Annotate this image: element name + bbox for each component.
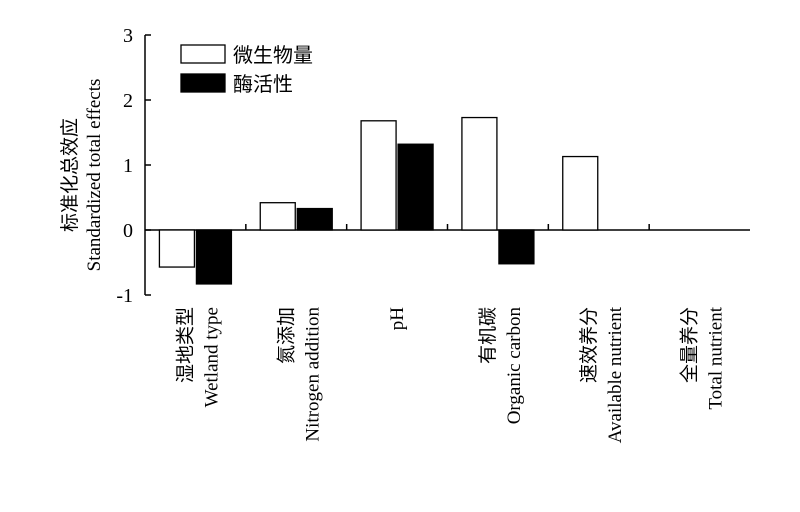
y-tick-label: 3 bbox=[123, 25, 133, 47]
x-category-label-cn: 湿地类型 bbox=[174, 307, 196, 383]
bar-microbial-biomass bbox=[461, 116, 498, 231]
y-axis-label: 标准化总效应 Standardized total effects bbox=[59, 79, 105, 272]
legend-swatch-microbial-biomass bbox=[180, 44, 226, 64]
y-tick-label: 1 bbox=[123, 155, 133, 177]
x-category-label-en: Wetland type bbox=[201, 307, 222, 407]
x-category-label-cn: 氮添加 bbox=[275, 307, 297, 364]
x-category-label-en: Total nutrient bbox=[706, 306, 727, 409]
x-category-label: 湿地类型 Wetland type bbox=[174, 307, 222, 407]
y-tick-label: -1 bbox=[116, 285, 133, 307]
y-tick-label: 2 bbox=[123, 90, 133, 112]
bar-microbial-biomass bbox=[360, 120, 397, 231]
axes: -1 0 1 2 3 bbox=[116, 25, 750, 307]
bars bbox=[158, 116, 599, 285]
x-category-label-cn: 有机碳 bbox=[477, 307, 499, 364]
labels: 湿地类型 Wetland type 氮添加 Nitrogen addition pH 有机… bbox=[59, 79, 727, 444]
y-axis-label-cn: 标准化总效应 bbox=[59, 118, 81, 232]
x-category-label-cn: 速效养分 bbox=[578, 307, 600, 383]
bar-microbial-biomass bbox=[158, 229, 196, 268]
x-category-label-cn: pH bbox=[387, 307, 408, 331]
x-category-label: 全量养分 Total nutrient bbox=[679, 306, 727, 409]
bar-enzyme-activity bbox=[397, 143, 434, 231]
y-axis-label-en: Standardized total effects bbox=[84, 79, 105, 272]
bar-microbial-biomass bbox=[562, 155, 599, 231]
x-category-label: 有机碳 Organic carbon bbox=[477, 307, 525, 425]
x-category-label: 速效养分 Available nutrient bbox=[578, 306, 626, 443]
x-category-label: pH bbox=[387, 307, 408, 331]
x-category-label-en: Nitrogen addition bbox=[302, 307, 323, 442]
bar-microbial-biomass bbox=[259, 202, 296, 231]
bar-enzyme-activity bbox=[296, 207, 333, 231]
bar-enzyme-activity bbox=[195, 229, 233, 285]
x-category-label-en: Available nutrient bbox=[605, 306, 626, 443]
legend-swatch-enzyme-activity bbox=[180, 73, 226, 93]
x-category-label-en: Organic carbon bbox=[504, 307, 525, 425]
bar-enzyme-activity bbox=[498, 229, 535, 265]
legend-label-microbial-biomass: 微生物量 bbox=[233, 44, 313, 67]
x-category-label: 氮添加 Nitrogen addition bbox=[275, 307, 323, 442]
x-category-label-cn: 全量养分 bbox=[679, 307, 701, 383]
legend-label-enzyme-activity: 酶活性 bbox=[233, 73, 293, 96]
y-tick-label: 0 bbox=[123, 220, 133, 242]
